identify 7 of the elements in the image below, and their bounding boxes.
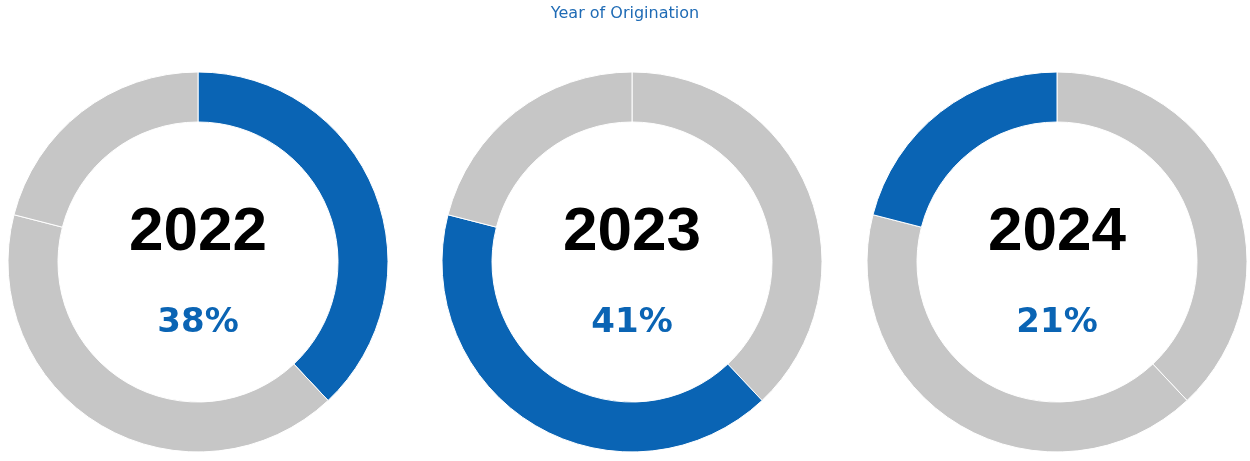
text: 2022 — [129, 194, 267, 263]
text: 21% — [1016, 300, 1098, 340]
text: 2023 — [563, 194, 701, 263]
text: 2024 — [988, 194, 1127, 263]
text: 38% — [157, 300, 239, 340]
text: 41% — [591, 300, 673, 340]
text: Year of Origination — [549, 3, 700, 22]
